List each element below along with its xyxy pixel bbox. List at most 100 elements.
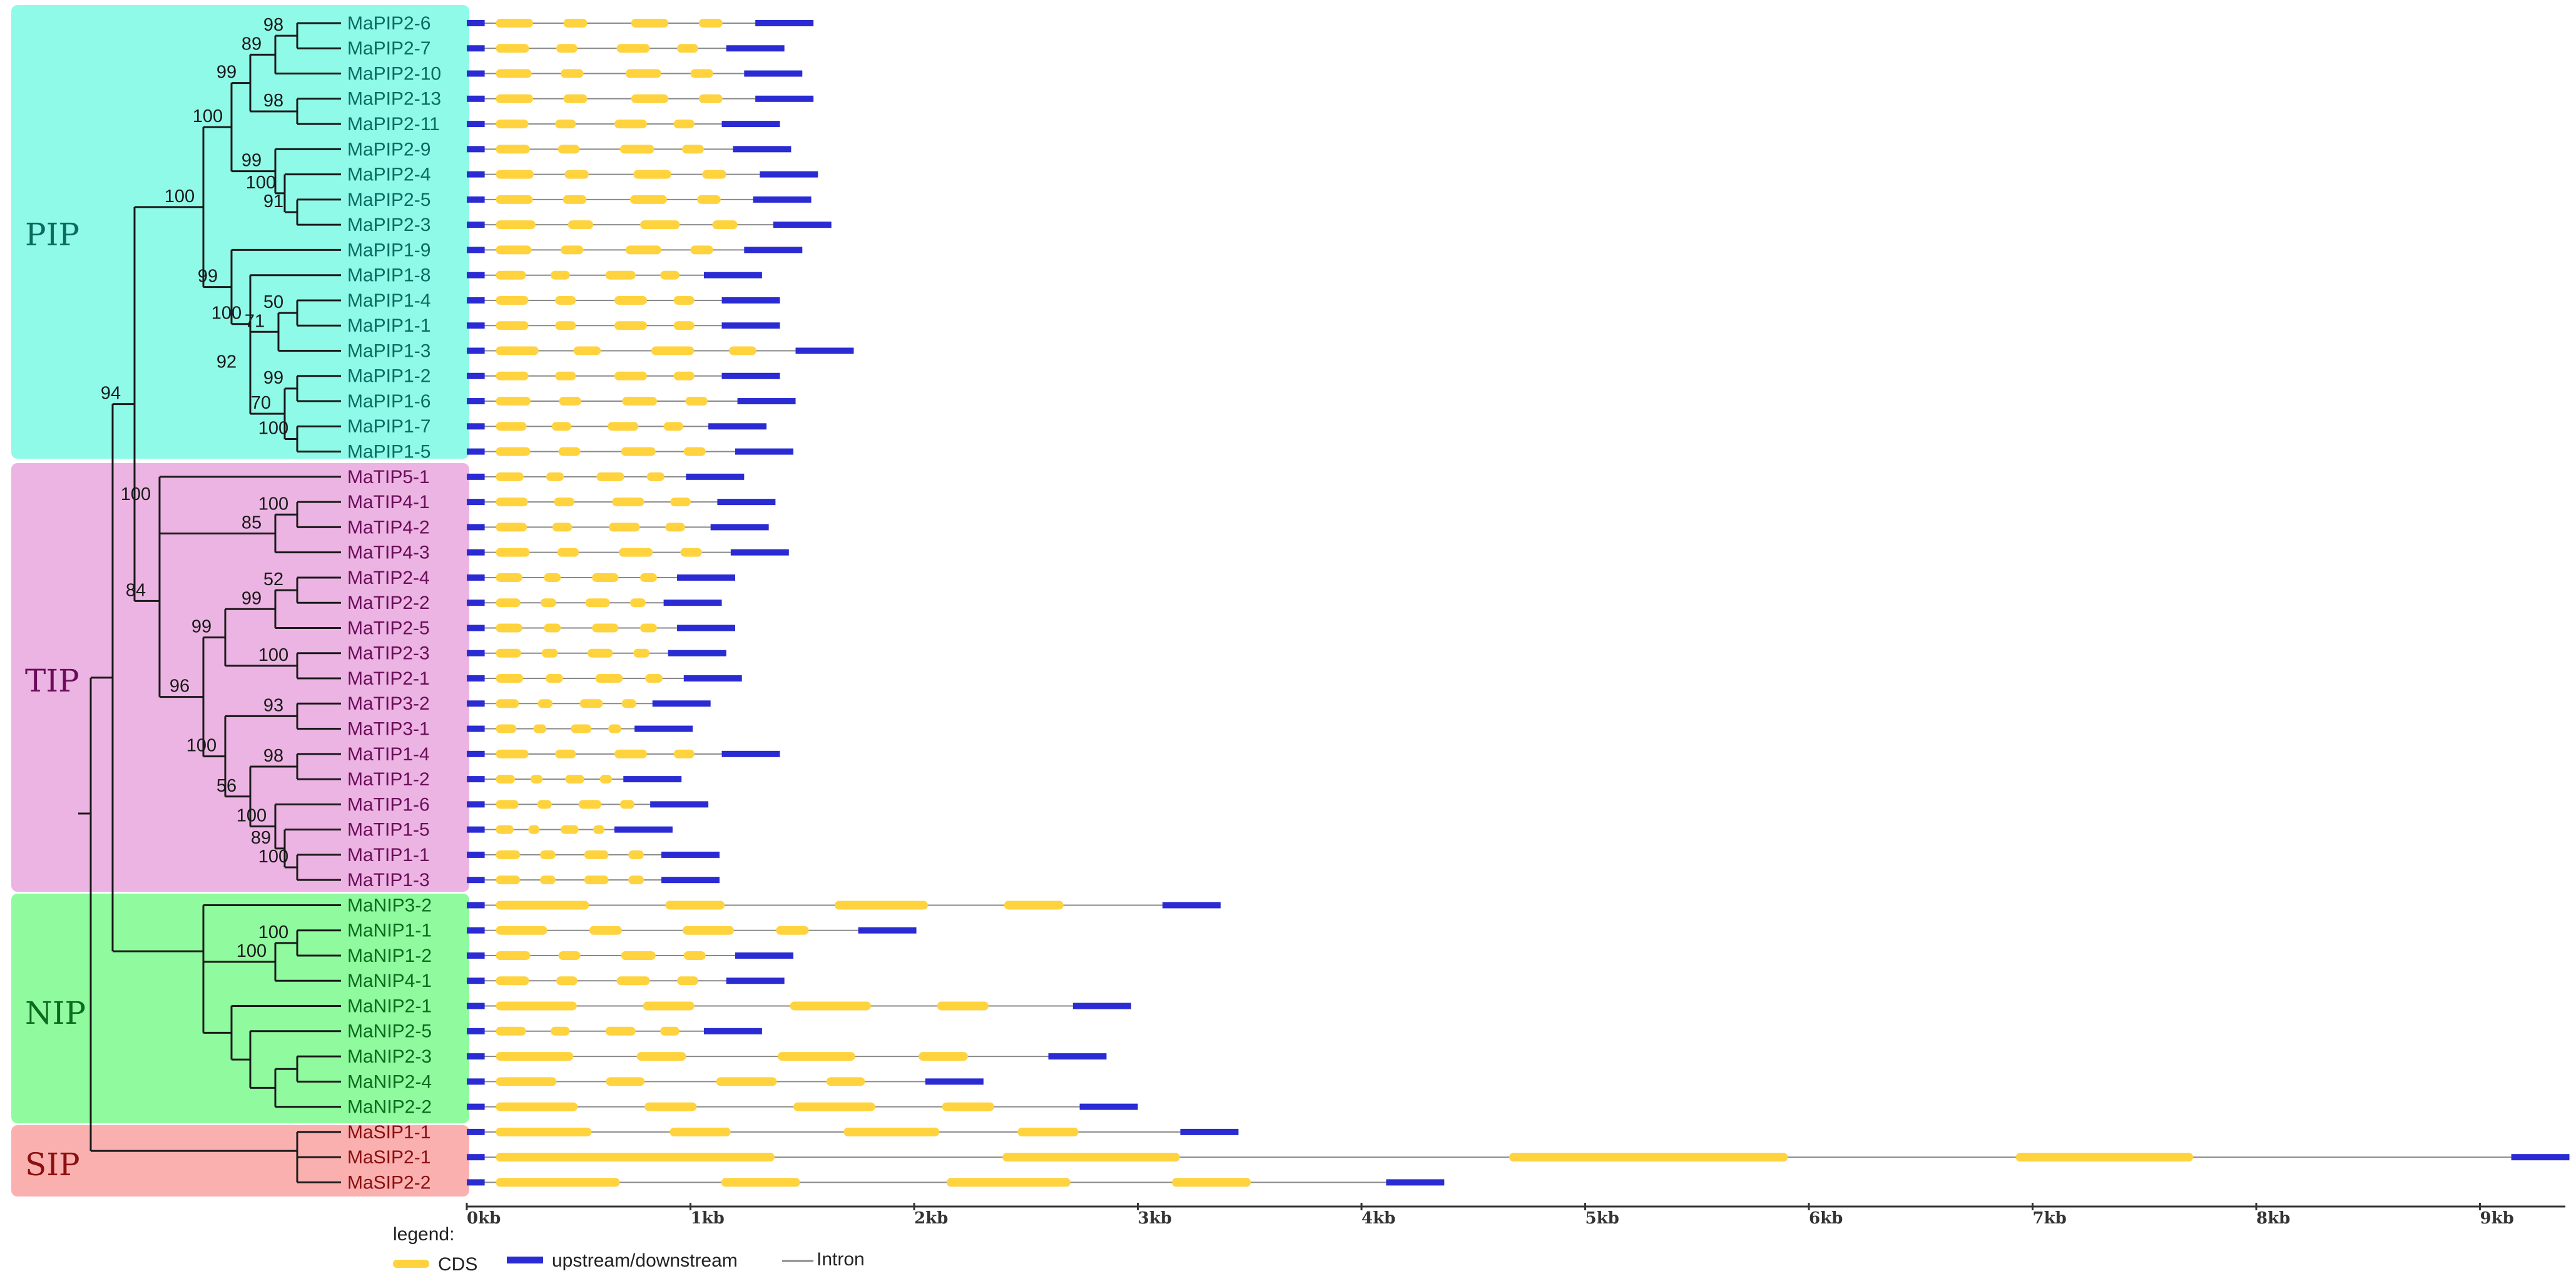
cds-block <box>608 422 639 431</box>
cds-block <box>1004 901 1064 910</box>
gene-label: MaSIP1-1 <box>347 1122 430 1143</box>
cds-block <box>628 850 644 859</box>
utr-block <box>755 20 814 26</box>
cds-block <box>660 1026 680 1036</box>
utr-block <box>721 372 780 379</box>
cds-block <box>605 270 636 280</box>
cds-block <box>554 498 574 507</box>
cds-block <box>1509 1153 1788 1162</box>
gene-label: MaNIP2-2 <box>347 1097 432 1118</box>
utr-block <box>735 448 793 455</box>
utr-block <box>925 1078 984 1085</box>
cds-block <box>702 170 726 179</box>
cds-block <box>690 245 713 255</box>
cds-block <box>673 321 695 330</box>
utr-block <box>1048 1053 1107 1060</box>
cds-block <box>589 926 622 935</box>
utr-block <box>663 600 722 606</box>
utr-block <box>467 700 485 707</box>
utr-block <box>467 927 485 934</box>
utr-block <box>467 877 485 884</box>
gene-label: MaTIP2-1 <box>347 668 430 689</box>
cds-block <box>584 875 609 885</box>
cds-block <box>496 825 514 834</box>
cds-block <box>552 523 573 532</box>
legend-intron-label: Intron <box>817 1249 865 1270</box>
utr-block <box>467 272 485 278</box>
cds-block <box>496 573 522 582</box>
bootstrap-value: 100 <box>237 941 267 961</box>
gene-label: MaTIP1-3 <box>347 870 430 891</box>
cds-block <box>682 145 704 154</box>
cds-block <box>540 598 556 608</box>
utr-block <box>467 347 485 354</box>
cds-block <box>614 295 648 305</box>
utr-block <box>467 1003 485 1009</box>
cds-block <box>669 1127 731 1136</box>
bootstrap-value: 100 <box>165 186 195 207</box>
cds-block <box>496 447 531 456</box>
cds-block <box>621 951 656 960</box>
cds-block <box>540 850 556 859</box>
bootstrap-value: 99 <box>216 63 237 83</box>
gene-label: MaNIP2-5 <box>347 1021 432 1042</box>
cds-block <box>496 724 517 733</box>
cds-block <box>557 145 580 154</box>
bootstrap-value: 93 <box>263 695 283 715</box>
group-label-sip: SIP <box>25 1146 80 1183</box>
cds-block <box>1172 1178 1251 1187</box>
gene-label: MaNIP1-2 <box>347 946 432 966</box>
cds-block <box>660 270 680 280</box>
cds-block <box>496 749 529 758</box>
utr-block <box>467 20 485 26</box>
bootstrap-value: 98 <box>263 15 283 35</box>
cds-block <box>496 1127 592 1136</box>
utr-block <box>634 725 693 732</box>
axis-tick-label: 9kb <box>2480 1209 2514 1228</box>
cds-block <box>683 951 706 960</box>
bootstrap-value: 50 <box>263 292 283 312</box>
utr-block <box>1386 1179 1445 1186</box>
cds-block <box>555 371 576 380</box>
utr-block <box>614 826 673 833</box>
utr-block <box>1079 1103 1138 1110</box>
utr-block <box>467 574 485 581</box>
utr-block <box>661 851 720 858</box>
gene-label: MaTIP1-1 <box>347 845 430 865</box>
gene-label: MaPIP1-4 <box>347 290 430 311</box>
cds-block <box>496 951 531 960</box>
cds-block <box>633 170 671 179</box>
bootstrap-value: 100 <box>258 418 288 438</box>
cds-block <box>619 548 653 557</box>
bootstrap-value: 100 <box>211 304 242 324</box>
utr-block <box>755 95 814 102</box>
utr-block <box>1162 902 1221 909</box>
axis-tick-label: 7kb <box>2033 1209 2067 1228</box>
cds-block <box>555 295 576 305</box>
utr-block <box>652 700 711 707</box>
cds-block <box>496 422 527 431</box>
bootstrap-value: 98 <box>263 746 283 766</box>
gene-label: MaSIP2-1 <box>347 1147 430 1168</box>
cds-block <box>496 371 529 380</box>
bootstrap-value: 100 <box>121 484 151 504</box>
cds-block <box>578 800 602 809</box>
utr-block <box>467 297 485 304</box>
cds-block <box>716 1077 777 1086</box>
utr-block <box>467 725 485 732</box>
cds-block <box>496 498 528 507</box>
utr-block <box>650 801 709 808</box>
cds-block <box>496 1102 578 1111</box>
axis-tick-label: 4kb <box>1362 1209 1395 1228</box>
utr-block <box>730 549 789 556</box>
cds-block <box>496 1077 557 1086</box>
cds-block <box>496 1052 574 1061</box>
cds-block <box>556 44 578 53</box>
gene-label: MaPIP2-10 <box>347 63 441 84</box>
utr-block <box>683 675 742 682</box>
cds-block <box>496 170 534 179</box>
cds-block <box>640 573 657 582</box>
cds-block <box>541 648 558 658</box>
gene-label: MaNIP2-3 <box>347 1046 432 1067</box>
utr-block <box>467 600 485 606</box>
